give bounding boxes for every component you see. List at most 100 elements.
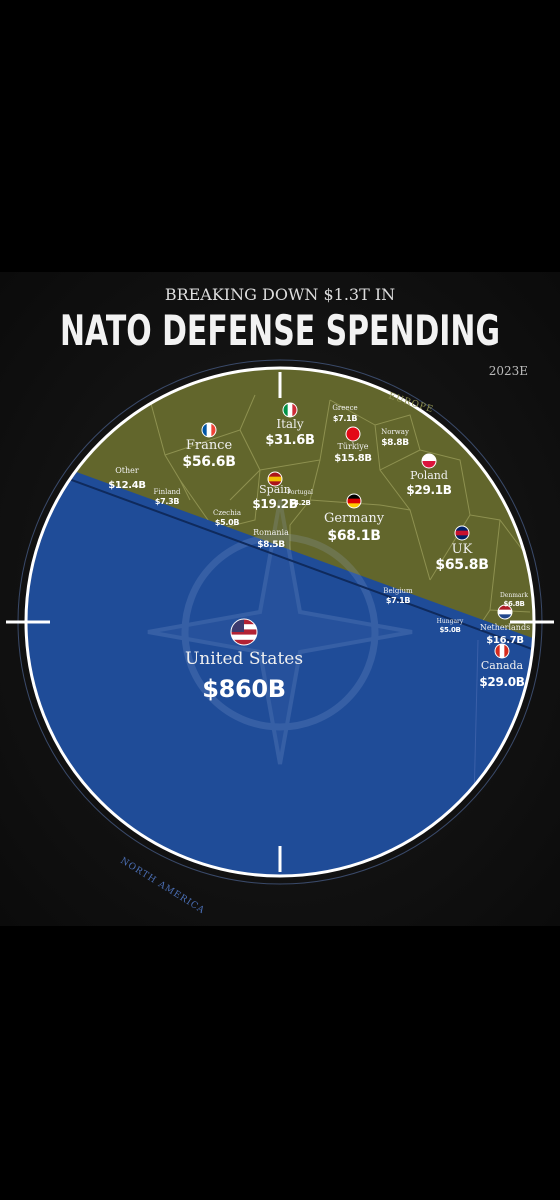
flag-stripe	[499, 644, 505, 658]
country-value: $68.1B	[327, 528, 380, 544]
flag-stripe	[495, 644, 501, 658]
country-name: Romania	[253, 528, 289, 537]
country-value: $15.8B	[334, 453, 371, 464]
flag-rim	[345, 426, 361, 442]
country: Germany $68.1B	[324, 493, 385, 544]
country-value: $19.2B	[252, 497, 297, 511]
country-value: $31.6B	[265, 433, 314, 448]
country-value: $7.1B	[333, 414, 358, 423]
country-name: UK	[452, 542, 473, 557]
country: Czechia$5.0B	[213, 509, 241, 527]
flag	[202, 423, 216, 437]
flag-stripe	[231, 629, 257, 636]
flag-stripe	[498, 614, 512, 619]
country-value: $16.7B	[486, 635, 523, 646]
flag-stripe	[283, 403, 289, 417]
kicker: BREAKING DOWN $1.3T IN	[165, 285, 395, 304]
country: Other $12.4B	[108, 466, 146, 491]
flag-stripe	[347, 503, 361, 508]
flag-stripe	[455, 530, 469, 536]
flag	[455, 526, 469, 540]
country-name: Spain	[259, 483, 291, 496]
crosshair	[6, 372, 554, 872]
circle	[26, 368, 534, 876]
country-name: Canada	[481, 659, 524, 672]
flag	[347, 494, 361, 508]
country-value: $8.5B	[257, 540, 285, 550]
country-value: $29.1B	[406, 483, 451, 497]
country-name: Denmark	[500, 592, 528, 599]
country: Hungary$5.0B	[437, 618, 464, 634]
country: Netherlands $16.7B	[480, 604, 530, 646]
title: NATO DEFENSE SPENDING	[60, 306, 500, 355]
country-name: Poland	[410, 469, 448, 482]
year: 2023E	[489, 364, 528, 378]
country-name: Finland	[153, 488, 181, 496]
country-value: $6.8B	[503, 600, 524, 608]
nato-emblem	[147, 499, 413, 765]
flag	[268, 472, 282, 486]
country: Türkiye $15.8B	[334, 426, 372, 464]
flag-rim	[230, 618, 258, 646]
country-name: Hungary	[437, 618, 464, 625]
country: Belgium$7.1B	[383, 587, 413, 605]
flag-stripe	[346, 427, 360, 441]
country-value: $8.8B	[381, 438, 409, 448]
flag-stripe	[347, 498, 361, 504]
country-value: $29.0B	[479, 675, 524, 689]
flag-stripe	[268, 481, 282, 486]
country-value: $56.6B	[182, 454, 235, 470]
flag-rim	[497, 604, 513, 620]
country-value: $65.8B	[435, 557, 488, 573]
flag	[346, 427, 360, 441]
flag-stripe	[268, 476, 282, 482]
flag-rim	[346, 493, 362, 509]
country: Finland$7.3B	[153, 488, 181, 506]
country: France$56.6B	[182, 422, 236, 470]
flag-stripe	[268, 472, 282, 478]
country-value: $860B	[202, 675, 286, 703]
country-name: Germany	[324, 511, 385, 526]
country: Norway $8.8B	[381, 428, 409, 448]
country-value: $12.4B	[108, 480, 145, 491]
country: Romania $8.5B	[253, 528, 289, 550]
country: Poland$29.1B	[406, 453, 452, 497]
flag-rim	[267, 471, 283, 487]
country-name: Czechia	[213, 509, 241, 517]
country-name: Türkiye	[338, 442, 369, 451]
country: Italy $31.6B	[265, 402, 315, 448]
flag-rim	[421, 453, 437, 469]
flag-rim	[282, 402, 298, 418]
country: Greece $7.1B	[332, 404, 357, 423]
flag-rim	[454, 525, 470, 541]
country-name: Belgium	[383, 587, 413, 595]
flag-stripe	[231, 634, 257, 641]
flag-stripe	[455, 535, 469, 540]
flag-stripe	[347, 494, 361, 500]
flag-stripe	[498, 609, 512, 615]
flag-stripe	[292, 403, 297, 417]
country: United States $860B	[185, 618, 303, 703]
flag-rim	[201, 422, 217, 438]
country-name: Netherlands	[480, 623, 530, 632]
country-name: Norway	[381, 428, 409, 436]
country: UK$65.8B	[435, 525, 489, 573]
flag-stripe	[287, 403, 293, 417]
flag-stripe	[455, 526, 469, 532]
cell-borders	[149, 394, 531, 641]
divider	[49, 471, 534, 653]
flag-stripe	[202, 423, 208, 437]
country-value: $4.2B	[289, 499, 310, 507]
country-value: $7.1B	[386, 596, 411, 605]
country-name: Italy	[276, 417, 304, 431]
flag-stripe	[422, 461, 436, 468]
flag-stripe	[498, 605, 512, 611]
flag-stripe	[422, 454, 436, 462]
flag-stripe	[231, 639, 257, 645]
flag-stripe	[504, 644, 509, 658]
europe-area	[26, 368, 534, 648]
flag	[283, 403, 297, 417]
flag	[495, 644, 509, 658]
